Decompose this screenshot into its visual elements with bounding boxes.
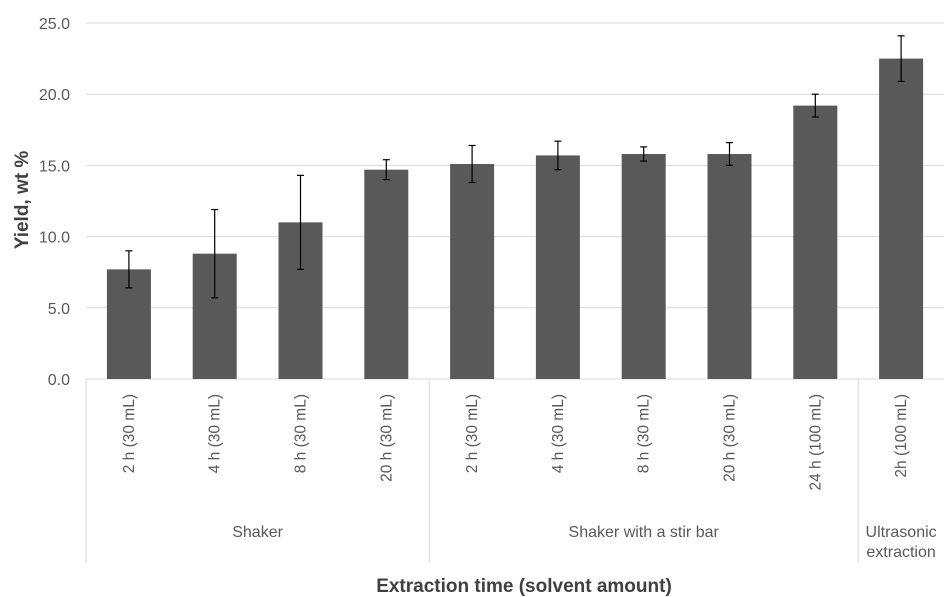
- y-tick-label: 20.0: [39, 87, 70, 104]
- bar: [535, 155, 580, 379]
- group-dividers: Shaker Shaker with a stir bar Ultrasonic ex…: [85, 379, 937, 563]
- bar: [793, 105, 838, 379]
- x-tick-label: 4 h (30 mL): [207, 394, 224, 473]
- x-tick-label: 2 h (30 mL): [464, 394, 481, 473]
- bar: [364, 169, 409, 379]
- group-label: Shaker with a stir bar: [569, 524, 720, 541]
- bar: [450, 163, 495, 379]
- bar: [621, 154, 666, 379]
- y-tick-label: 5.0: [48, 301, 70, 318]
- y-tick-label: 15.0: [39, 158, 70, 175]
- bar: [707, 154, 752, 379]
- x-tick-labels: 2 h (30 mL) 4 h (30 mL) 8 h (30 mL) 20 h (3…: [121, 394, 910, 491]
- y-tick-label: 25.0: [39, 16, 70, 33]
- x-axis-title: Extraction time (solvent amount): [376, 576, 672, 597]
- y-tick-label: 0.0: [48, 372, 70, 389]
- y-tick-label: 10.0: [39, 230, 70, 247]
- x-tick-label: 2 h (30 mL): [121, 394, 138, 473]
- group-label: Ultrasonic: [866, 524, 937, 541]
- x-tick-label: 8 h (30 mL): [293, 394, 310, 473]
- error-bars-group: [125, 35, 905, 299]
- x-tick-label: 20 h (30 mL): [722, 394, 739, 482]
- x-tick-label: 24 h (100 mL): [807, 394, 824, 491]
- x-tick-label: 20 h (30 mL): [378, 394, 395, 482]
- y-axis-title: Yield, wt %: [12, 151, 33, 250]
- y-tick-labels: 0.0 5.0 10.0 15.0 20.0 25.0: [39, 16, 70, 389]
- x-tick-label: 2h (100 mL): [893, 394, 910, 478]
- bars-group: [106, 58, 924, 379]
- bar: [879, 58, 924, 379]
- x-tick-label: 8 h (30 mL): [636, 394, 653, 473]
- group-label: extraction: [866, 544, 935, 561]
- x-tick-label: 4 h (30 mL): [550, 394, 567, 473]
- group-label: Shaker: [232, 524, 283, 541]
